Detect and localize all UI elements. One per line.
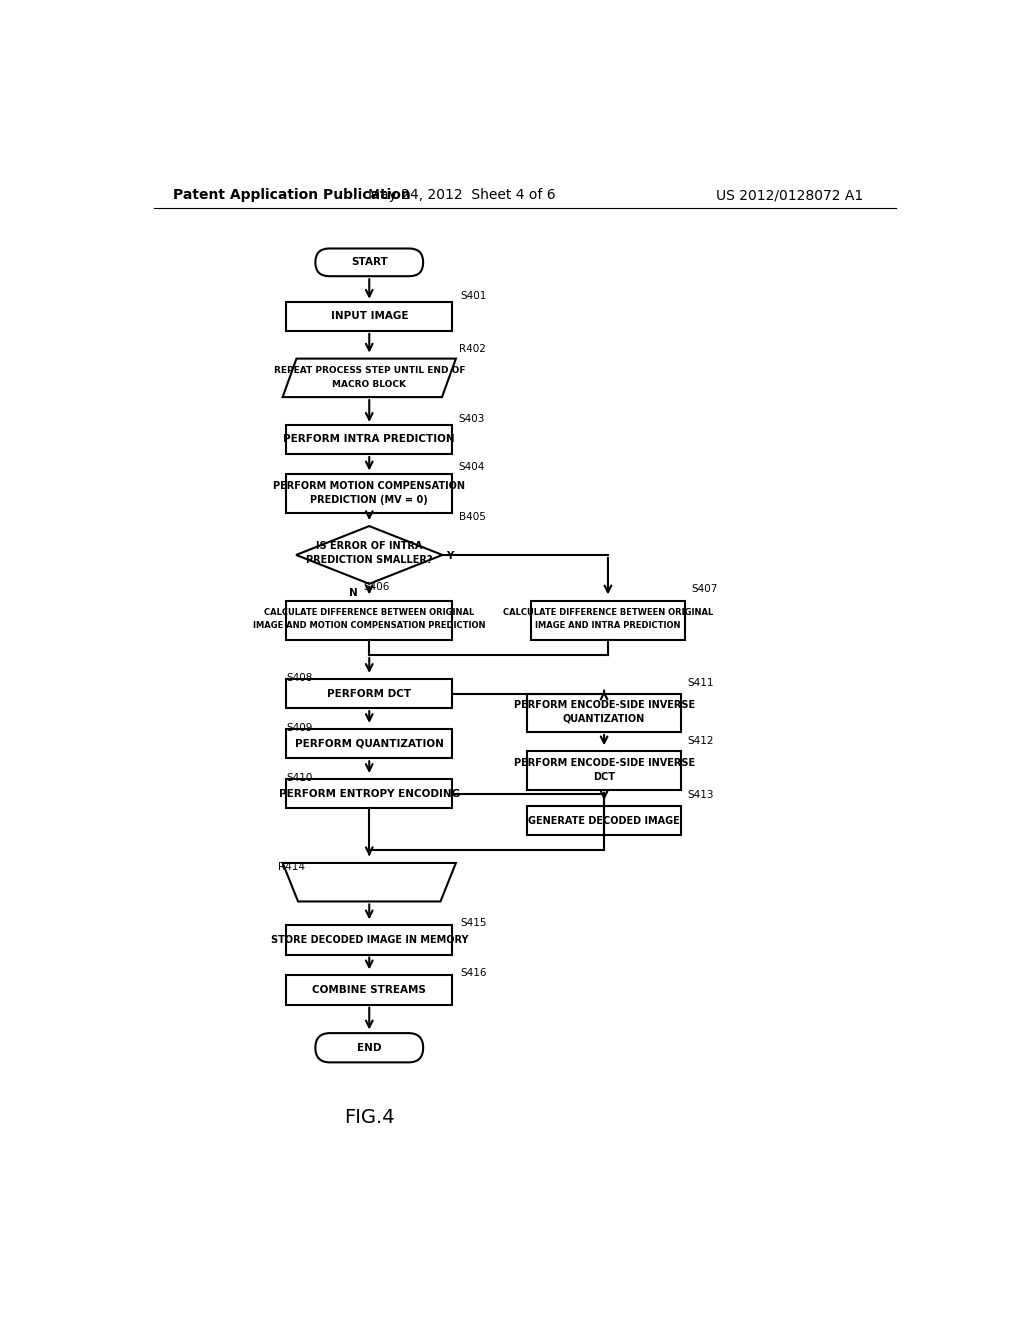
FancyBboxPatch shape <box>287 302 452 331</box>
Text: S401: S401 <box>460 292 486 301</box>
Text: MACRO BLOCK: MACRO BLOCK <box>332 380 407 389</box>
FancyBboxPatch shape <box>315 248 423 276</box>
FancyBboxPatch shape <box>527 751 681 789</box>
Text: S408: S408 <box>286 673 312 684</box>
FancyBboxPatch shape <box>531 601 685 640</box>
FancyBboxPatch shape <box>287 601 452 640</box>
Text: IS ERROR OF INTRA: IS ERROR OF INTRA <box>316 541 423 550</box>
Text: May 24, 2012  Sheet 4 of 6: May 24, 2012 Sheet 4 of 6 <box>368 189 555 202</box>
Polygon shape <box>283 863 456 902</box>
FancyBboxPatch shape <box>527 693 681 733</box>
FancyBboxPatch shape <box>287 779 452 808</box>
Text: GENERATE DECODED IMAGE: GENERATE DECODED IMAGE <box>528 816 680 825</box>
Text: S412: S412 <box>687 735 714 746</box>
Text: B405: B405 <box>459 512 485 521</box>
Text: S413: S413 <box>687 791 714 800</box>
Text: Patent Application Publication: Patent Application Publication <box>173 189 411 202</box>
Text: S406: S406 <box>364 582 389 593</box>
Text: PERFORM ENTROPY ENCODING: PERFORM ENTROPY ENCODING <box>279 788 460 799</box>
Text: PERFORM QUANTIZATION: PERFORM QUANTIZATION <box>295 739 443 748</box>
Text: REPEAT PROCESS STEP UNTIL END OF: REPEAT PROCESS STEP UNTIL END OF <box>273 367 465 375</box>
FancyBboxPatch shape <box>287 925 452 954</box>
Text: US 2012/0128072 A1: US 2012/0128072 A1 <box>716 189 863 202</box>
Text: IMAGE AND MOTION COMPENSATION PREDICTION: IMAGE AND MOTION COMPENSATION PREDICTION <box>253 622 485 630</box>
FancyBboxPatch shape <box>287 474 452 512</box>
FancyBboxPatch shape <box>287 678 452 708</box>
Text: S416: S416 <box>460 968 486 978</box>
Text: N: N <box>349 589 358 598</box>
Text: S415: S415 <box>460 917 486 928</box>
Text: S407: S407 <box>691 583 718 594</box>
Text: PERFORM INTRA PREDICTION: PERFORM INTRA PREDICTION <box>284 434 455 445</box>
Text: FIG.4: FIG.4 <box>344 1107 394 1126</box>
FancyBboxPatch shape <box>315 1034 423 1063</box>
Text: START: START <box>351 257 388 268</box>
FancyBboxPatch shape <box>287 729 452 758</box>
Text: S411: S411 <box>687 677 714 688</box>
Text: S404: S404 <box>459 462 485 473</box>
Text: PERFORM ENCODE-SIDE INVERSE: PERFORM ENCODE-SIDE INVERSE <box>514 700 694 710</box>
Text: CALCULATE DIFFERENCE BETWEEN ORIGINAL: CALCULATE DIFFERENCE BETWEEN ORIGINAL <box>503 609 713 618</box>
Text: R414: R414 <box>279 862 305 871</box>
Text: S410: S410 <box>286 774 312 783</box>
Text: IMAGE AND INTRA PREDICTION: IMAGE AND INTRA PREDICTION <box>536 622 681 630</box>
Text: QUANTIZATION: QUANTIZATION <box>563 714 645 723</box>
Text: PERFORM DCT: PERFORM DCT <box>328 689 412 698</box>
Text: INPUT IMAGE: INPUT IMAGE <box>331 312 408 321</box>
Text: CALCULATE DIFFERENCE BETWEEN ORIGINAL: CALCULATE DIFFERENCE BETWEEN ORIGINAL <box>264 609 474 618</box>
Text: PREDICTION SMALLER?: PREDICTION SMALLER? <box>306 554 432 565</box>
Text: R402: R402 <box>459 343 485 354</box>
Text: Y: Y <box>446 552 454 561</box>
FancyBboxPatch shape <box>287 425 452 454</box>
Text: STORE DECODED IMAGE IN MEMORY: STORE DECODED IMAGE IN MEMORY <box>270 935 468 945</box>
Text: COMBINE STREAMS: COMBINE STREAMS <box>312 985 426 995</box>
Polygon shape <box>296 527 442 583</box>
Text: PERFORM ENCODE-SIDE INVERSE: PERFORM ENCODE-SIDE INVERSE <box>514 758 694 768</box>
Text: PERFORM MOTION COMPENSATION: PERFORM MOTION COMPENSATION <box>273 480 465 491</box>
Text: DCT: DCT <box>593 772 615 781</box>
FancyBboxPatch shape <box>287 975 452 1005</box>
Polygon shape <box>283 359 456 397</box>
FancyBboxPatch shape <box>527 807 681 836</box>
Text: S403: S403 <box>459 414 485 425</box>
Text: END: END <box>357 1043 382 1053</box>
Text: S409: S409 <box>286 723 312 733</box>
Text: PREDICTION (MV = 0): PREDICTION (MV = 0) <box>310 495 428 504</box>
